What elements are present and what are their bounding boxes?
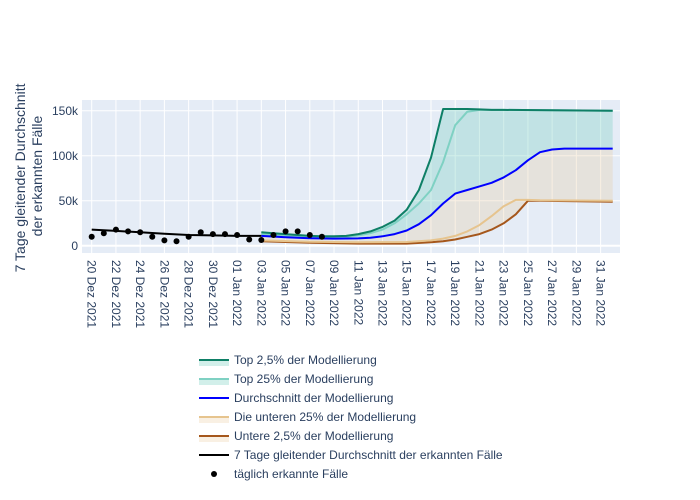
daily-point [282, 228, 289, 235]
x-tick-label: 28 Dez 2021 [182, 260, 196, 328]
legend-label: Die unteren 25% der Modellierung [234, 410, 416, 424]
daily-points [88, 226, 325, 245]
y-tick-label: 100k [52, 149, 79, 163]
daily-point [197, 229, 204, 236]
legend-fill-swatch [199, 417, 229, 423]
x-tick-label: 23 Jan 2022 [497, 260, 511, 326]
daily-point [149, 233, 156, 240]
daily-point [270, 232, 277, 238]
legend-label: Top 2,5% der Modellierung [234, 353, 377, 367]
x-tick-label: 17 Jan 2022 [424, 260, 438, 326]
daily-point [137, 229, 144, 236]
y-tick-label: 50k [59, 194, 79, 208]
legend-item-top-25[interactable]: Top 25% der Modellierung [199, 372, 373, 386]
x-tick-label: 29 Jan 2022 [569, 260, 583, 326]
legend-fill-swatch [199, 436, 229, 442]
x-tick-label: 22 Dez 2021 [109, 260, 123, 328]
x-tick-label: 15 Jan 2022 [400, 260, 414, 326]
daily-point [173, 238, 180, 245]
y-axis-title-line-1: 7 Tage gleitender Durchschnitt [12, 83, 28, 272]
x-tick-label: 25 Jan 2022 [521, 260, 535, 326]
x-tick-label: 11 Jan 2022 [351, 260, 365, 325]
x-tick-label: 03 Jan 2022 [254, 260, 268, 326]
y-axis-ticks: 0 50k 100k 150k [52, 104, 79, 253]
series-line-lower-2-5 [261, 199, 613, 245]
legend-label: Untere 2,5% der Modellierung [234, 429, 393, 443]
series-line-mean [261, 147, 613, 240]
y-axis-title: 7 Tage gleitender Durchschnitt der erkan… [12, 80, 45, 273]
legend-marker [211, 471, 217, 477]
upper-band-fill [261, 109, 613, 239]
daily-point [88, 233, 95, 240]
daily-point [246, 236, 253, 243]
y-tick-label: 0 [71, 239, 78, 253]
x-tick-label: 21 Jan 2022 [472, 260, 486, 326]
x-tick-label: 30 Dez 2021 [206, 260, 220, 328]
lower-band-fill [261, 148, 613, 243]
legend-label: täglich erkannte Fälle [234, 467, 348, 481]
daily-point [318, 233, 325, 240]
daily-point [100, 230, 107, 237]
x-tick-label: 27 Jan 2022 [545, 260, 559, 326]
top-band-fill [261, 109, 613, 238]
legend-item-daily[interactable]: täglich erkannte Fälle [211, 467, 348, 481]
x-tick-label: 24 Dez 2021 [133, 260, 147, 328]
x-tick-label: 31 Jan 2022 [594, 260, 608, 326]
x-tick-label: 09 Jan 2022 [327, 260, 341, 326]
x-tick-label: 05 Jan 2022 [279, 260, 293, 326]
daily-point [185, 233, 192, 240]
legend-item-mean[interactable]: Durchschnitt der Modellierung [199, 391, 393, 405]
y-axis-title-line-2: der erkannten Fälle [29, 115, 45, 236]
x-tick-label: 26 Dez 2021 [157, 260, 171, 328]
y-tick-label: 150k [52, 104, 79, 118]
daily-point [294, 228, 301, 235]
x-tick-label: 19 Jan 2022 [448, 260, 462, 326]
daily-point [306, 232, 313, 238]
daily-point [221, 231, 228, 238]
legend-fill-swatch [199, 379, 229, 385]
legend-fill-swatch [199, 360, 229, 366]
x-axis-ticks: 20 Dez 2021 22 Dez 2021 24 Dez 2021 26 Dez … [85, 260, 608, 328]
daily-point [125, 228, 132, 235]
daily-point [234, 232, 241, 238]
x-tick-label: 07 Jan 2022 [303, 260, 317, 326]
legend: Top 2,5% der Modellierung Top 25% der Mod… [199, 353, 503, 481]
x-tick-label: 20 Dez 2021 [85, 260, 99, 328]
legend-label: Top 25% der Modellierung [234, 372, 373, 386]
legend-item-lower-25[interactable]: Die unteren 25% der Modellierung [199, 410, 416, 424]
daily-point [112, 226, 119, 233]
legend-label: 7 Tage gleitender Durchschnitt der erkan… [234, 448, 503, 462]
legend-item-lower-2-5[interactable]: Untere 2,5% der Modellierung [199, 429, 393, 443]
daily-point [209, 231, 216, 238]
x-tick-label: 13 Jan 2022 [376, 260, 390, 326]
band-fills [261, 109, 613, 244]
legend-item-moving-avg[interactable]: 7 Tage gleitender Durchschnitt der erkan… [199, 448, 503, 462]
daily-point [258, 236, 265, 243]
series-line-top-2-5 [261, 108, 613, 238]
legend-label: Durchschnitt der Modellierung [234, 391, 393, 405]
series-line-moving-avg [91, 228, 262, 237]
series-line-lower-25 [261, 198, 613, 244]
series-lines [91, 108, 613, 245]
legend-item-top-2-5[interactable]: Top 2,5% der Modellierung [199, 353, 377, 367]
x-tick-label: 01 Jan 2022 [230, 260, 244, 326]
plot-background [82, 100, 620, 253]
daily-point [161, 237, 168, 244]
